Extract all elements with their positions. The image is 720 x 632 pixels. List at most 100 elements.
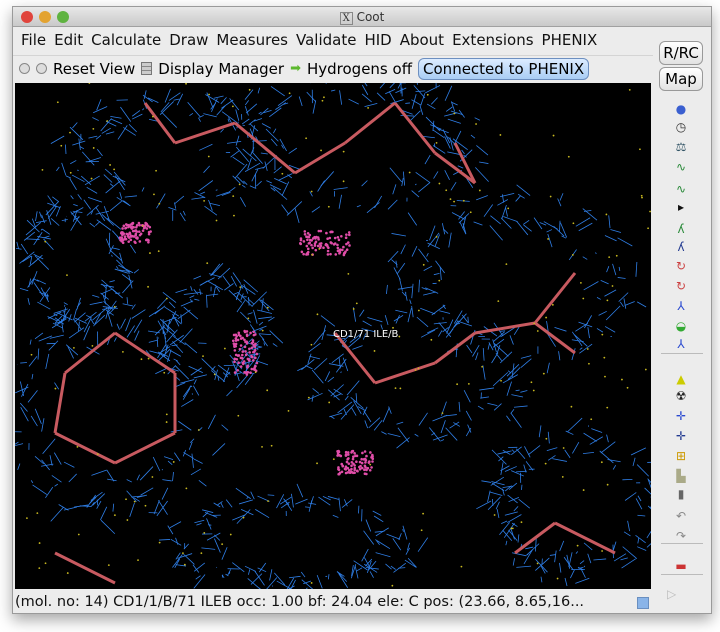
torsion-icon[interactable]: ↻ [675,279,687,293]
add-residue-icon[interactable]: ✛ [675,429,687,443]
density-mesh-line [31,373,34,380]
side-chain-180-icon[interactable]: ⅄ [677,337,685,351]
undo-icon[interactable]: ↶ [675,509,687,523]
rotamer-icon[interactable]: ʎ [677,240,685,254]
contact-dot [641,196,643,199]
menu-file[interactable]: File [21,31,47,49]
redo-icon[interactable]: ↷ [675,529,687,543]
density-mesh-line [386,284,388,295]
density-mesh-line [547,233,553,248]
stop-icon[interactable] [36,63,47,74]
contact-dot [252,333,256,337]
density-mesh-line [273,187,288,200]
density-mesh-line [466,344,473,354]
contact-dot [244,340,247,344]
contact-dot [365,468,368,472]
auto-fit-rotamer-icon[interactable]: ʎ [677,222,685,236]
density-mesh-line [350,564,357,579]
real-space-refine-icon[interactable]: ∿ [675,160,687,174]
density-mesh-line [364,83,368,87]
density-mesh-line [362,333,367,340]
close-button[interactable] [21,11,33,23]
delete-icon[interactable]: ▮ [677,487,685,501]
regularize-icon[interactable]: ∿ [675,182,687,196]
density-mesh-line [337,401,353,414]
graphics-canvas[interactable]: CD1/71 ILE/B [15,83,651,589]
density-mesh-line [107,478,117,482]
reset-view-button[interactable]: Reset View [53,59,136,78]
add-alt-conf-icon[interactable]: ▲ [676,372,686,386]
rigid-body-icon[interactable]: ⚖ [675,140,687,154]
mutate-icon[interactable]: ☢ [675,389,687,403]
contact-dot [238,347,242,351]
contact-dot [251,359,255,362]
contact-dot [305,235,308,239]
density-mesh-line [385,89,396,95]
contact-dot [582,297,585,300]
centre-icon[interactable]: ⊞ [675,449,687,463]
bond [114,331,176,375]
contact-dot [507,207,510,210]
zoom-button[interactable] [57,11,69,23]
menu-hid[interactable]: HID [364,31,392,49]
contact-dot [456,383,459,386]
display-manager-button[interactable]: Display Manager [158,59,285,78]
density-mesh-line [470,134,476,139]
rrc-button[interactable]: R/RC [659,41,703,65]
menu-measures[interactable]: Measures [216,31,288,49]
density-mesh-line [101,279,117,294]
density-mesh-line [244,105,249,116]
menu-draw[interactable]: Draw [169,31,209,49]
density-mesh-line [327,389,340,401]
phenix-connection-button[interactable]: Connected to PHENIX [418,57,590,80]
density-mesh-line [19,251,35,264]
density-mesh-line [190,298,193,303]
contact-dot [129,238,133,242]
contact-dot [345,248,349,252]
clock-icon[interactable]: ◷ [675,120,687,134]
molecule-view[interactable] [15,83,651,589]
density-mesh-line [389,167,403,183]
menu-about[interactable]: About [399,31,445,49]
density-mesh-line [72,210,83,213]
density-mesh-line [191,453,194,468]
contact-dot [248,347,251,351]
density-mesh-line [152,456,161,472]
contact-dot [544,462,547,465]
more-arrow-icon[interactable]: ▸ [677,200,685,214]
minimize-button[interactable] [39,11,51,23]
density-mesh-line [373,419,383,431]
menu-calculate[interactable]: Calculate [91,31,162,49]
density-mesh-line [306,91,317,103]
contact-dot [287,410,290,412]
add-atom-icon[interactable]: ✛ [675,409,687,423]
contact-dot [232,195,235,198]
flag-icon[interactable]: ▬ [675,559,687,573]
density-mesh-line [206,92,213,107]
pepflip-icon[interactable]: ⅄ [677,299,685,313]
contact-dot [233,214,235,217]
back-icon[interactable] [19,63,30,74]
density-mesh-line [206,532,221,541]
menu-validate[interactable]: Validate [296,31,357,49]
density-mesh-line [389,83,396,89]
hydrogens-button[interactable]: Hydrogens off [306,59,413,78]
contact-dot [441,412,444,415]
contact-dot [649,210,651,213]
add-water-icon[interactable]: ◒ [675,319,687,333]
density-mesh-line [96,99,102,111]
edit-chi-icon[interactable]: ↻ [675,259,687,273]
stamp-icon[interactable]: ▙ [676,469,686,483]
menu-phenix[interactable]: PHENIX [541,31,598,49]
play-icon[interactable]: ▷ [667,587,677,601]
density-mesh-line [405,547,410,555]
sphere-refine-icon[interactable]: ● [675,102,687,116]
density-mesh-line [501,204,507,220]
contact-dot [352,308,355,310]
map-button[interactable]: Map [659,67,703,91]
density-mesh-line [53,308,68,314]
menu-extensions[interactable]: Extensions [452,31,534,49]
density-mesh-line [582,208,598,221]
density-mesh-line [442,326,449,333]
menu-edit[interactable]: Edit [54,31,84,49]
